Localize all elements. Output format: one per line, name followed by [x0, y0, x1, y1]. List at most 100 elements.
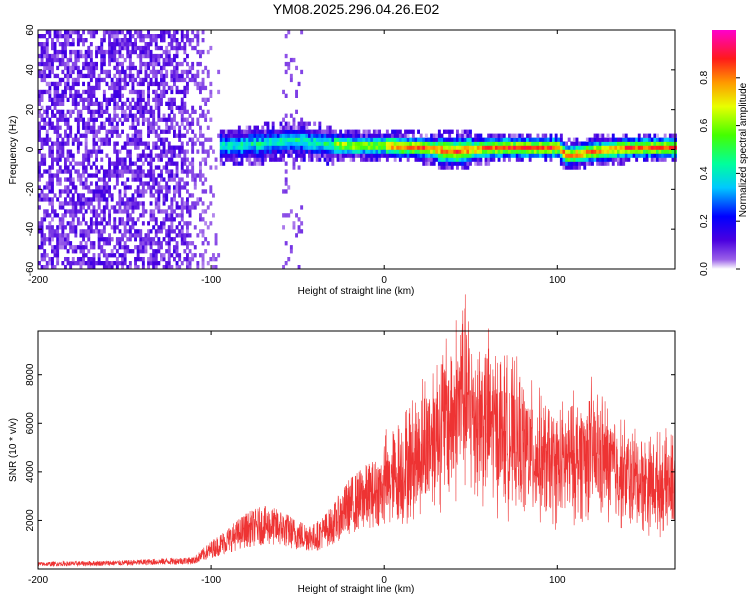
spectrogram-cell	[136, 193, 140, 198]
spectrogram-cell	[134, 65, 137, 71]
spectrogram-cell	[453, 141, 457, 146]
spectrogram-cell	[147, 53, 150, 59]
spectrogram-cell	[64, 257, 67, 262]
spectrogram-cell	[201, 241, 205, 246]
spectrogram-cell	[149, 241, 153, 246]
spectrogram-cell	[141, 241, 145, 246]
spectrogram-cell	[204, 101, 208, 106]
spectrogram-cell	[66, 81, 70, 87]
spectrogram-cell	[448, 137, 452, 142]
spectrogram-cell	[113, 245, 117, 250]
spectrogram-cell	[250, 153, 254, 158]
spectrogram-cell	[282, 145, 285, 150]
spectrogram-cell	[188, 249, 192, 254]
spectrogram-cell	[323, 137, 327, 142]
spectrogram-cell	[139, 233, 143, 238]
spectrogram-cell	[115, 121, 119, 126]
spectrogram-cell	[183, 181, 187, 186]
spectrogram-cell	[276, 129, 280, 134]
spectrogram-cell	[487, 149, 491, 154]
spectrogram-cell	[279, 137, 283, 142]
spectrogram-cell	[253, 161, 257, 166]
spectrogram-cell	[627, 157, 631, 162]
spectrogram-cell	[585, 153, 589, 158]
spectrogram-cell	[175, 233, 179, 238]
spectrogram-cell	[64, 65, 67, 71]
spectrogram-cell	[134, 265, 137, 270]
spectrogram-cell	[61, 237, 65, 242]
spectrogram-cell	[38, 89, 41, 95]
spectrogram-cell	[167, 237, 171, 242]
spectrogram-cell	[51, 149, 54, 154]
spectrogram-cell	[565, 157, 568, 162]
spectrogram-xtick-label: -200	[28, 275, 48, 286]
spectrogram-cell	[84, 105, 88, 110]
spectrogram-cell	[331, 157, 335, 162]
spectrogram-cell	[157, 117, 161, 122]
spectrogram-cell	[149, 121, 153, 126]
spectrogram-cell	[598, 137, 602, 142]
spectrogram-cell	[601, 153, 605, 158]
spectrogram-cell	[367, 129, 371, 134]
spectrogram-cell	[115, 177, 119, 182]
spectrogram-cell	[162, 153, 166, 158]
spectrogram-cell	[204, 237, 208, 242]
spectrogram-cell	[110, 205, 114, 210]
spectrogram-cell	[134, 117, 137, 122]
spectrogram-cell	[250, 133, 254, 138]
spectrogram-cell	[89, 117, 93, 122]
spectrogram-cell	[40, 265, 44, 270]
spectrogram-cell	[528, 133, 532, 138]
spectrogram-cell	[352, 153, 356, 158]
spectrogram-cell	[315, 137, 319, 142]
spectrogram-cell	[139, 141, 143, 146]
spectrogram-cell	[123, 193, 127, 198]
spectrogram-cell	[310, 137, 314, 142]
spectrogram-cell	[95, 117, 98, 122]
spectrogram-cell	[48, 30, 52, 35]
spectrogram-cell	[48, 61, 52, 67]
spectrogram-cell	[476, 141, 480, 146]
spectrogram-cell	[357, 149, 361, 154]
spectrogram-cell	[66, 177, 70, 182]
spectrogram-cell	[79, 233, 83, 238]
spectrogram-cell	[476, 157, 480, 162]
spectrogram-cell	[64, 133, 67, 138]
spectrogram-cell	[160, 34, 163, 39]
spectrogram-cell	[40, 113, 44, 118]
spectrogram-cell	[92, 117, 96, 122]
spectrogram-cell	[160, 245, 163, 250]
spectrogram-cell	[463, 141, 467, 146]
spectrogram-cell	[115, 65, 119, 71]
spectrogram-cell	[82, 173, 85, 178]
spectrogram-cell	[157, 145, 161, 150]
spectrogram-cell	[331, 161, 335, 166]
spectrogram-cell	[544, 157, 548, 162]
spectrogram-cell	[100, 217, 104, 222]
spectrogram-cell	[53, 57, 57, 63]
spectrogram-cell	[619, 161, 623, 166]
spectrogram-cell	[344, 137, 348, 142]
spectrogram-cell	[144, 109, 148, 114]
spectrogram-cell	[606, 149, 610, 154]
spectrogram-cell	[237, 125, 241, 130]
spectrogram-cell	[38, 185, 41, 190]
spectrogram-cell	[69, 265, 73, 270]
spectrogram-cell	[199, 253, 202, 258]
spectrogram-cell	[40, 125, 44, 130]
spectrogram-cell	[139, 45, 143, 51]
spectrogram-cell	[256, 125, 259, 130]
spectrogram-cell	[53, 89, 57, 95]
spectrogram-cell	[469, 157, 472, 162]
spectrogram-cell	[154, 241, 158, 246]
spectrogram-cell	[474, 149, 478, 154]
spectrogram-cell	[497, 141, 501, 146]
spectrogram-cell	[149, 261, 153, 266]
spectrogram-cell	[157, 173, 161, 178]
spectrogram-cell	[48, 169, 52, 174]
spectrogram-cell	[149, 61, 153, 67]
spectrogram-cell	[82, 101, 85, 106]
spectrogram-cell	[84, 49, 88, 55]
spectrogram-cell	[295, 149, 298, 154]
spectrogram-cell	[440, 145, 444, 150]
